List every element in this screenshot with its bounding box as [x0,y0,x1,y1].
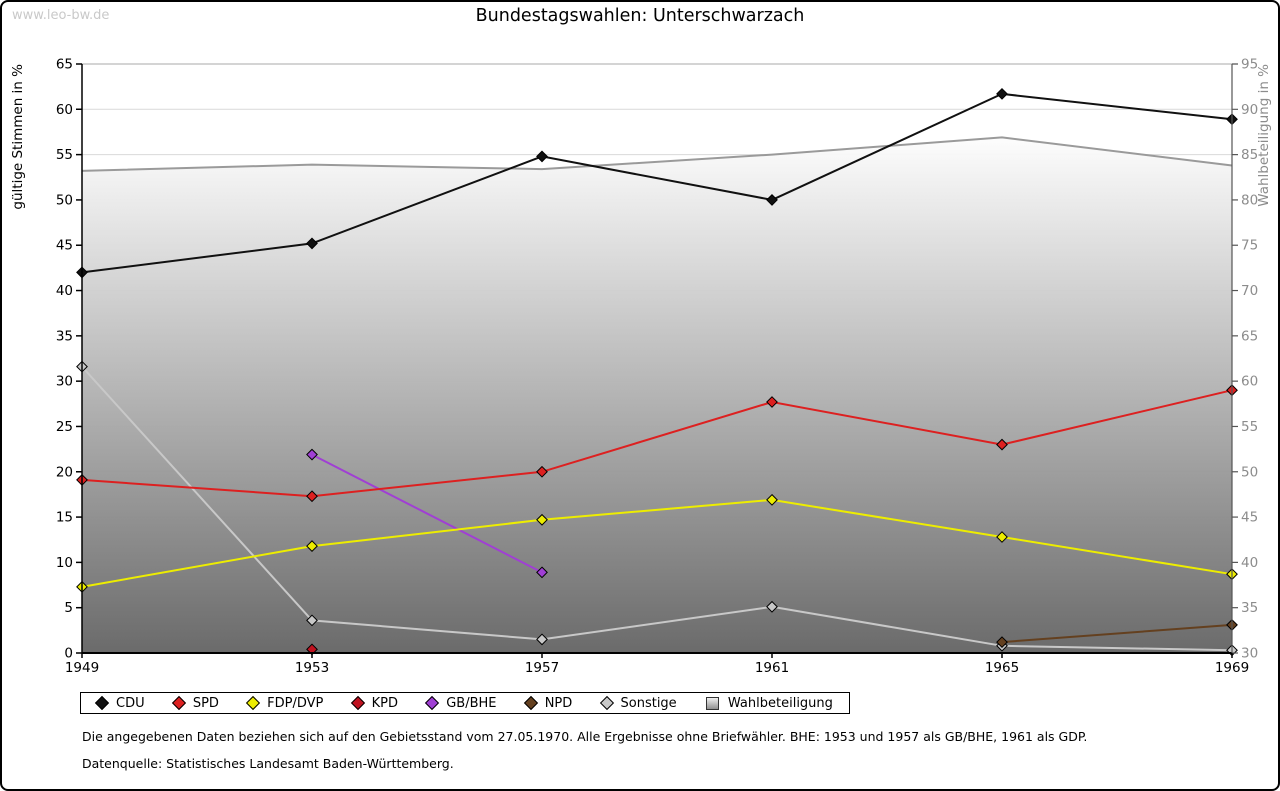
svg-text:85: 85 [1241,147,1258,163]
svg-text:60: 60 [56,102,73,118]
svg-text:75: 75 [1241,238,1258,254]
legend-item-spd: SPD [171,695,219,711]
legend-item-kpd: KPD [350,695,398,711]
data-point [536,513,548,526]
svg-text:50: 50 [56,192,73,208]
turnout-line [81,136,1233,172]
svg-text:90: 90 [1241,102,1258,118]
svg-text:35: 35 [56,328,73,344]
diamond-icon [523,695,538,711]
legend-label: NPD [544,695,573,711]
svg-text:1957: 1957 [525,660,559,676]
footnote-data-basis: Die angegebenen Daten beziehen sich auf … [82,729,1088,744]
legend-label: KPD [371,695,398,711]
svg-text:1969: 1969 [1215,660,1249,676]
data-point [766,396,778,408]
legend-label: GB/BHE [446,695,497,711]
legend-label: FDP/DVP [267,695,324,711]
footnote-data-source: Datenquelle: Statistisches Landesamt Bad… [82,756,454,771]
svg-text:65: 65 [56,57,73,73]
series-cdu [76,87,1238,279]
data-point [996,87,1008,100]
data-point [306,614,318,627]
svg-text:65: 65 [1241,328,1258,344]
data-point [766,600,778,613]
legend-item-fdp-dvp: FDP/DVP [246,695,324,711]
axes: 0 5 10 15 20 25 30 35 40 45 50 55 60 65 30 35 40 45 50 55 60… [10,57,1272,677]
svg-text:40: 40 [1241,555,1258,571]
svg-text:30: 30 [56,374,73,390]
data-point [766,493,778,506]
diamond-icon [425,695,440,711]
diamond-icon [599,695,614,711]
svg-text:25: 25 [56,419,73,435]
chart-legend: CDU SPD FDP/DVP KPD GB/BHE NPD Sonstige Wahlbet… [80,692,850,714]
data-point [536,566,548,579]
series-gb-bhe [306,448,548,579]
data-point [766,194,778,206]
data-point [996,438,1008,451]
svg-text:45: 45 [56,238,73,254]
data-point [996,636,1008,649]
svg-text:1949: 1949 [65,660,99,676]
data-point [306,448,318,461]
legend-item-wahlbeteiligung: Wahlbeteiligung [705,695,833,711]
svg-text:40: 40 [56,283,73,299]
svg-text:5: 5 [64,600,73,616]
data-point [536,465,548,478]
svg-text:30: 30 [1241,646,1258,662]
legend-item-cdu: CDU [94,695,145,711]
diamond-icon [350,695,365,711]
diamond-icon [246,695,261,711]
diamond-icon [171,695,186,711]
data-point [306,237,318,250]
svg-text:80: 80 [1241,192,1258,208]
legend-label: SPD [192,695,219,711]
legend-item-sonstige: Sonstige [599,695,677,711]
svg-text:60: 60 [1241,374,1258,390]
legend-label: Sonstige [620,695,677,711]
watermark: www.leo-bw.de [12,8,110,23]
legend-item-gb-bhe: GB/BHE [425,695,497,711]
svg-text:35: 35 [1241,600,1258,616]
svg-text:1953: 1953 [295,660,329,676]
svg-text:15: 15 [56,510,73,526]
turnout-area [82,137,1232,653]
legend-label: Wahlbeteiligung [727,695,833,711]
legend-item-npd: NPD [523,695,573,711]
svg-text:45: 45 [1241,510,1258,526]
data-point [306,540,318,552]
svg-text:70: 70 [1241,283,1258,299]
diamond-icon [94,695,110,711]
page-title: Bundestagswahlen: Unterschwarzach [475,6,805,26]
svg-text:55: 55 [1241,419,1258,435]
svg-text:0: 0 [64,646,73,662]
left-axis-title: gültige Stimmen in % [10,64,26,210]
svg-text:10: 10 [56,555,73,571]
legend-label: CDU [116,695,145,711]
svg-text:1961: 1961 [755,660,789,676]
svg-text:1965: 1965 [985,660,1019,676]
svg-text:95: 95 [1241,57,1258,73]
svg-text:50: 50 [1241,464,1258,480]
data-point [536,150,548,163]
svg-text:55: 55 [56,147,73,163]
svg-text:20: 20 [56,464,73,480]
gradient-swatch-icon [705,696,719,710]
data-point [306,490,318,503]
data-point [536,633,548,646]
right-axis-title: Wahlbeteiligung in % [1256,64,1272,207]
data-point [996,531,1008,543]
